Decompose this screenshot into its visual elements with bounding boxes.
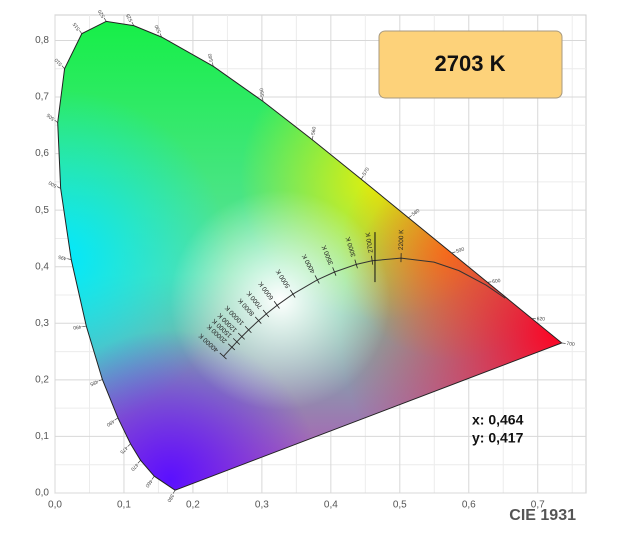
isotherm-tick	[244, 325, 252, 334]
isotherm-tick	[354, 259, 358, 269]
wavelength-tick	[103, 17, 107, 22]
wavelength-tick	[79, 30, 83, 34]
wavelength-tick	[56, 186, 61, 189]
isotherm-tick	[227, 343, 236, 351]
x-tick-label: 0,2	[186, 500, 200, 511]
wavelength-tick	[311, 135, 314, 140]
point-x-label: x: 0,464	[472, 412, 524, 428]
y-tick-label: 0,8	[35, 35, 49, 46]
wavelength-label: 510	[54, 57, 64, 67]
y-tick-label: 0,6	[35, 148, 49, 159]
isotherm-tick	[254, 316, 262, 324]
wavelength-label: 560	[311, 126, 318, 135]
x-tick-label: 0,5	[393, 500, 407, 511]
x-tick-label: 0,1	[117, 500, 131, 511]
x-tick-label: 0,7	[531, 500, 545, 511]
wavelength-tick	[159, 33, 162, 38]
title: 2703 K	[435, 51, 506, 76]
x-tick-label: 0,4	[324, 500, 338, 511]
wavelength-label: 530	[154, 24, 163, 34]
isotherm-tick	[262, 309, 270, 318]
x-tick-label: 0,6	[462, 500, 476, 511]
wavelength-label: 515	[72, 21, 82, 31]
isotherm-tick	[371, 255, 374, 265]
wavelength-label: 475	[118, 445, 128, 455]
footer: CIE 1931	[509, 507, 576, 524]
wavelength-tick	[131, 21, 135, 26]
isotherm-tick	[219, 352, 227, 360]
wavelength-label: 520	[97, 8, 107, 18]
wavelength-tick	[361, 175, 364, 180]
y-tick-label: 0,3	[35, 318, 49, 329]
wavelength-label: 500	[48, 179, 58, 188]
wavelength-label: 380	[165, 493, 175, 503]
x-tick-label: 0,0	[48, 500, 62, 511]
wavelength-label: 620	[537, 316, 546, 322]
isotherm-tick	[237, 332, 245, 340]
y-tick-label: 0,0	[35, 488, 49, 499]
wavelength-tick	[211, 62, 214, 67]
y-tick-label: 0,5	[35, 205, 49, 216]
wavelength-tick	[98, 379, 103, 382]
y-tick-label: 0,1	[35, 431, 49, 442]
planckian-locus	[223, 257, 506, 357]
wavelength-label: 485	[89, 378, 99, 387]
y-tick-label: 0,4	[35, 261, 49, 272]
wavelength-tick	[151, 476, 155, 480]
wavelength-label: 570	[362, 166, 372, 176]
wavelength-tick	[61, 65, 65, 69]
wavelength-label: 480	[105, 418, 115, 428]
wavelength-tick	[54, 119, 58, 123]
wavelength-tick	[67, 258, 72, 260]
wavelength-label: 540	[207, 53, 215, 63]
wavelength-label: 550	[259, 88, 266, 97]
wavelength-label: 525	[125, 12, 134, 22]
wavelength-tick	[127, 443, 131, 447]
wavelength-label: 495	[58, 253, 68, 261]
isotherm-tick	[332, 267, 337, 276]
wavelength-tick	[172, 490, 176, 494]
y-tick-label: 0,7	[35, 92, 49, 103]
wavelength-label: 580	[411, 208, 421, 218]
wavelength-label: 460	[144, 478, 154, 488]
y-tick-label: 0,2	[35, 375, 49, 386]
isotherm-tick	[273, 301, 280, 309]
isotherm-tick	[314, 275, 320, 284]
isotherm-label: 2200 K	[398, 229, 405, 250]
wavelength-label: 700	[566, 341, 575, 348]
title-box	[378, 30, 563, 99]
wavelength-tick	[408, 215, 412, 218]
x-tick-label: 0,3	[255, 500, 269, 511]
isotherm-tick	[232, 338, 241, 345]
wavelength-label: 490	[73, 323, 82, 330]
wavelength-tick	[114, 417, 119, 421]
isotherm-label: 2700 K	[365, 231, 375, 253]
isotherm-tick	[289, 289, 296, 298]
point-y-label: y: 0,417	[472, 430, 524, 446]
wavelength-tick	[137, 460, 141, 464]
wavelength-tick	[451, 251, 456, 254]
wavelength-label: 505	[46, 112, 56, 122]
wavelength-label: 590	[455, 246, 465, 254]
wavelength-label: 470	[129, 462, 139, 472]
wavelength-label: 600	[492, 278, 501, 285]
wavelength-tick	[561, 342, 566, 344]
